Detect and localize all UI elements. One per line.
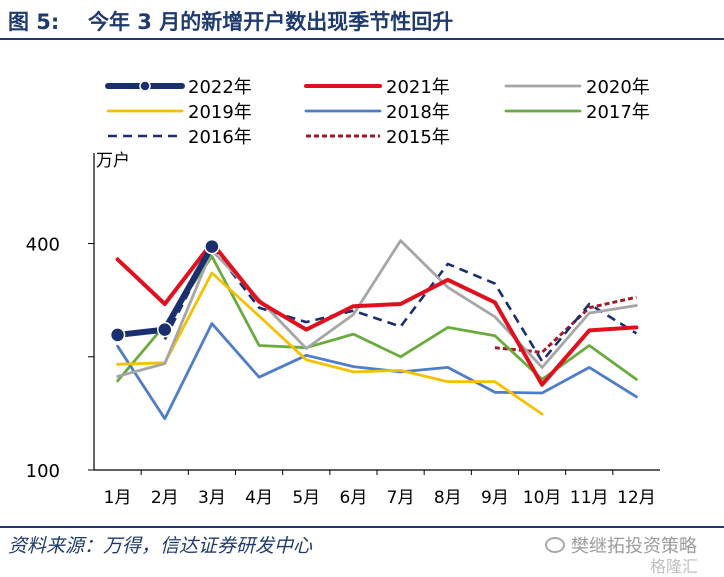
legend-label-2017: 2017年 xyxy=(586,102,650,123)
series-line-2018 xyxy=(116,322,638,421)
footer-divider xyxy=(0,526,724,528)
legend-label-2016: 2016年 xyxy=(188,127,252,148)
x-tick-label: 6月 xyxy=(340,488,368,508)
series-line-2020 xyxy=(116,239,638,378)
legend-marker-2022 xyxy=(139,80,151,92)
x-tick-label: 8月 xyxy=(434,488,462,508)
y-tick-label: 400 xyxy=(26,235,60,256)
x-tick-label: 7月 xyxy=(387,488,415,508)
figure-title: 今年 3 月的新增开户数出现季节性回升 xyxy=(88,10,454,34)
watermark-text: 樊继拓投资策略 xyxy=(571,536,697,557)
series-line-2015 xyxy=(494,295,637,354)
wechat-icon xyxy=(545,537,565,553)
line-chart: 100 400 万户 1月 2月 3月 4月 5月 6月 7月 8月 9月 10月 11月 12月 2022… xyxy=(26,77,660,508)
legend-label-2022: 2022年 xyxy=(188,77,252,98)
x-tick-label: 1月 xyxy=(104,488,132,508)
source-note: 资料来源：万得，信达证券研发中心 xyxy=(8,535,313,557)
x-tick-label: 10月 xyxy=(523,488,562,508)
x-tick-label: 12月 xyxy=(617,488,656,508)
series-line-2019 xyxy=(116,271,544,416)
x-tick-label: 3月 xyxy=(198,488,226,508)
series-point-2022 xyxy=(204,238,220,255)
x-tick-label: 2月 xyxy=(151,488,179,508)
plot-area xyxy=(109,238,639,421)
series-line-2016 xyxy=(163,245,638,363)
x-tick-label: 4月 xyxy=(245,488,273,508)
x-tick-label: 5月 xyxy=(292,488,320,508)
watermark: 樊继拓投资策略 xyxy=(545,532,697,558)
series-line-2021 xyxy=(115,240,639,387)
series-point-2022 xyxy=(157,321,173,338)
watermark-secondary: 格隆汇 xyxy=(650,557,699,576)
figure-header: 图 5: 今年 3 月的新增开户数出现季节性回升 xyxy=(0,0,724,40)
legend-label-2015: 2015年 xyxy=(386,127,450,148)
y-tick-label: 100 xyxy=(26,461,60,482)
axis-ticks: 100 400 万户 1月 2月 3月 4月 5月 6月 7月 8月 9月 10月 11月 12月 xyxy=(26,151,656,508)
figure-number: 图 5: xyxy=(8,10,60,34)
legend-label-2021: 2021年 xyxy=(386,77,450,98)
legend-label-2018: 2018年 xyxy=(386,102,450,123)
x-tick-label: 11月 xyxy=(570,488,609,508)
chart-legend: 2022年 2021年 2020年 2019年 2018年 2017年 2016年 2015年 xyxy=(105,77,650,148)
x-tick-label: 9月 xyxy=(481,488,509,508)
series-point-2022 xyxy=(109,327,126,343)
legend-label-2019: 2019年 xyxy=(188,102,252,123)
y-axis-unit: 万户 xyxy=(96,151,130,171)
legend-label-2020: 2020年 xyxy=(586,77,650,98)
